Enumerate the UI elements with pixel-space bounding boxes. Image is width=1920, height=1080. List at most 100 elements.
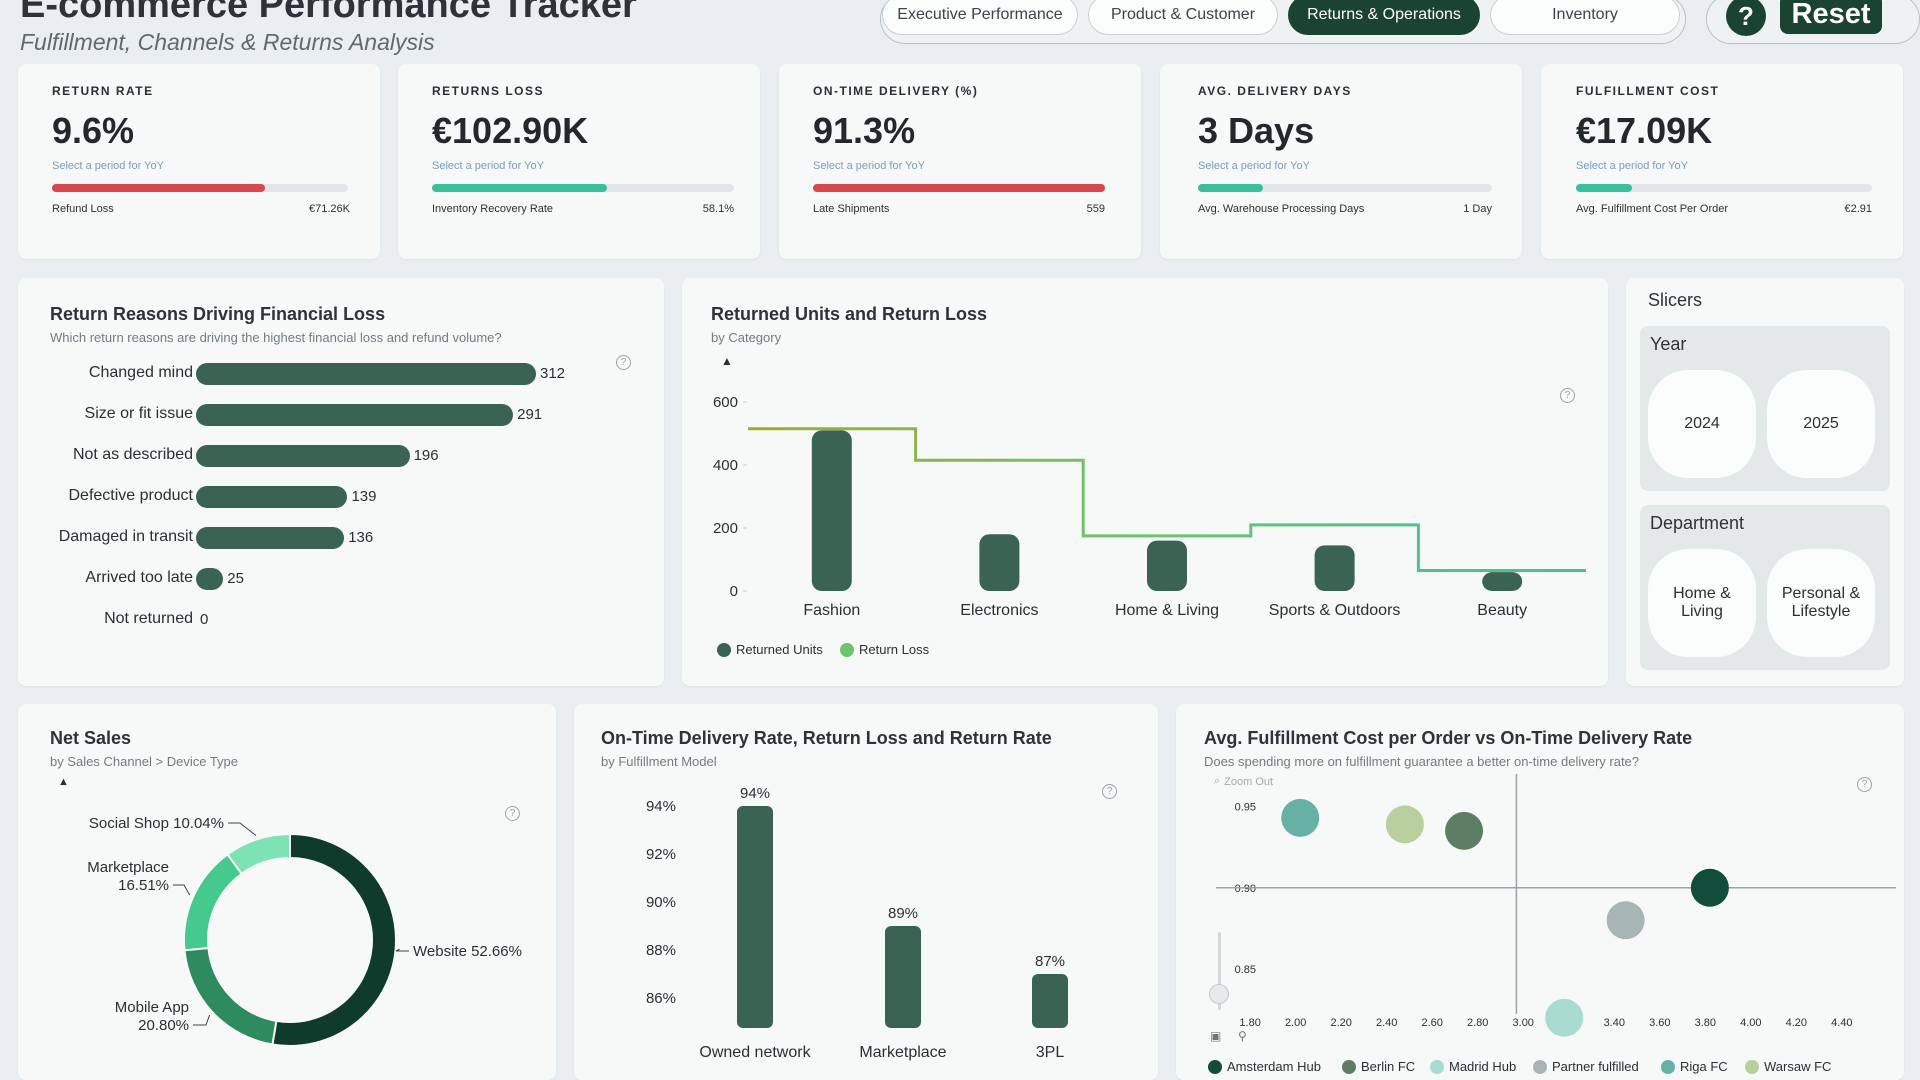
scatter-point-amsterdam-hub [1690,868,1729,907]
legend-swatch [717,642,731,657]
help-icon[interactable]: ? [1102,784,1117,799]
x-tick-label: 2.40 [1376,1017,1397,1029]
year-slicer: Year 2024 2025 [1640,326,1890,491]
kpi-label: RETURNS LOSS [432,84,545,98]
help-icon[interactable]: ? [505,806,520,821]
drill-up-icon[interactable]: ▲ [58,776,69,788]
kpi-sub-value: 559 [1086,203,1105,215]
tab-product-customer[interactable]: Product & Customer [1088,0,1278,35]
bar-label-defective-product: Defective product [68,487,193,504]
kpi-progress-fill [1198,184,1263,192]
bar-defective-product[interactable] [196,486,348,508]
slicer-option-personal-lifestyle[interactable]: Personal & Lifestyle [1767,549,1875,657]
help-icon[interactable]: ? [616,355,631,370]
kpi-progress-fill [813,184,1105,192]
return-loss-step-line [748,427,1586,573]
kpi-progress-fill [432,184,608,192]
scatter-legend: Amsterdam Hub Berlin FC Madrid Hub Partner … [1208,1059,1898,1079]
slicer-option-home-living[interactable]: Home & Living [1648,549,1756,657]
tab-executive-performance[interactable]: Executive Performance [882,0,1078,35]
legend-item-warsaw-fc[interactable]: Warsaw FC [1745,1059,1831,1074]
bar-changed-mind[interactable] [196,363,536,385]
bar-damaged-in-transit[interactable] [196,527,345,549]
kpi-sub-label: Avg. Warehouse Processing Days [1198,203,1365,215]
on-time-delivery-chart: 86% 88% 90% 92% 94% 94% Owned network 89% Market… [646,785,1068,1061]
fulfillment-cost-card: Avg. Fulfillment Cost per Order vs On-Ti… [1176,704,1904,1080]
kpi-value: €17.09K [1576,110,1713,151]
return-reasons-card: Return Reasons Driving Financial Loss Wh… [18,278,664,686]
bar-value-label: 136 [348,529,374,546]
slicer-option-2025[interactable]: 2025 [1767,370,1875,478]
scatter-point-riga-fc [1281,798,1320,837]
bar-arrived-too-late[interactable] [196,568,224,590]
y-tick-label: 0.90 [1235,883,1256,895]
kpi-card-avg-delivery-days: AVG. DELIVERY DAYS 3 Days Select a perio… [1160,64,1522,259]
bar-value-label: 139 [351,488,377,505]
net-sales-card: Net Sales by Sales Channel > Device Type… [18,704,556,1080]
donut-label-leader [173,884,191,896]
scatter-point-madrid-hub [1545,998,1584,1037]
x-tick-label: Electronics [960,602,1038,619]
kpi-progress-bar [813,184,1105,192]
legend-item-madrid-hub[interactable]: Madrid Hub [1430,1059,1516,1074]
kpi-sub-value: 58.1% [702,203,734,215]
help-icon[interactable]: ? [1857,777,1872,792]
pin-icon[interactable]: ⚲ [1238,1029,1247,1043]
bar-3pl [1032,974,1068,1028]
scatter-point-berlin-fc [1445,811,1484,850]
kpi-progress-fill [52,184,266,192]
legend-item-amsterdam-hub[interactable]: Amsterdam Hub [1208,1059,1321,1074]
kpi-label: AVG. DELIVERY DAYS [1198,84,1352,98]
zoom-out-icon: ⌕ [1214,775,1221,787]
zoom-slider-handle[interactable] [1209,984,1229,1004]
tab-inventory[interactable]: Inventory [1490,0,1680,35]
help-icon[interactable]: ? [1560,388,1575,403]
legend-item-riga-fc[interactable]: Riga FC [1661,1059,1728,1074]
page-tab-bar: Executive Performance Product & Customer… [880,0,1686,44]
legend-item-partner-fulfilled[interactable]: Partner fulfilled [1533,1059,1639,1074]
drill-up-icon[interactable]: ▲ [721,354,733,368]
bar-not-as-described[interactable] [196,445,410,467]
x-tick-label: 2.20 [1330,1017,1351,1029]
legend-label: Riga FC [1680,1059,1728,1074]
slicer-option-2024[interactable]: 2024 [1648,370,1756,478]
zoom-out-button[interactable]: ⌕ Zoom Out [1214,775,1273,788]
legend-label: Berlin FC [1361,1059,1416,1074]
page-subtitle: Fulfillment, Channels & Returns Analysis [20,29,435,55]
legend-swatch [1430,1059,1444,1074]
legend-item-berlin-fc[interactable]: Berlin FC [1342,1059,1415,1074]
legend-label: Madrid Hub [1449,1059,1517,1074]
scatter-point-partner-fulfilled [1606,901,1645,940]
x-tick-label: Owned network [699,1044,811,1061]
kpi-sub-value: 1 Day [1463,203,1492,215]
reset-button[interactable]: Reset [1780,0,1882,34]
bar-label-arrived-too-late: Arrived too late [85,569,193,586]
x-tick-label: 2.60 [1421,1017,1442,1029]
donut-label-leader [193,1014,211,1026]
legend-label: Return Loss [859,642,930,657]
kpi-value: 9.6% [52,110,135,151]
x-tick-label: Home & Living [1115,602,1219,619]
tab-returns-operations[interactable]: Returns & Operations [1288,0,1480,35]
x-tick-label: 3.00 [1513,1017,1534,1029]
kpi-yoy-hint: Select a period for YoY [52,160,164,172]
kpi-sub-label: Refund Loss [52,203,114,215]
y-tick-label: 86% [646,990,676,1007]
legend-item-return-loss[interactable]: Return Loss [840,642,929,657]
image-icon[interactable]: ▣ [1210,1029,1222,1043]
kpi-card-fulfillment-cost: FULFILLMENT COST €17.09K Select a period… [1541,64,1903,259]
zoom-slider-track[interactable] [1218,932,1221,1010]
on-time-delivery-card: On-Time Delivery Rate, Return Loss and R… [574,704,1158,1080]
x-tick-label: 2.80 [1467,1017,1488,1029]
legend-label: Returned Units [736,642,823,657]
bar-label-not-as-described: Not as described [72,446,193,463]
legend-swatch [1342,1059,1356,1074]
help-button[interactable]: ? [1726,0,1766,36]
legend-item-returned-units[interactable]: Returned Units [717,642,823,657]
card-subtitle: Which return reasons are driving the hig… [50,330,502,345]
card-title: On-Time Delivery Rate, Return Loss and R… [601,728,1052,748]
kpi-yoy-hint: Select a period for YoY [1576,160,1688,172]
legend-swatch [1533,1059,1547,1074]
x-tick-label: Beauty [1477,602,1527,619]
bar-size-or-fit-issue[interactable] [196,404,514,426]
